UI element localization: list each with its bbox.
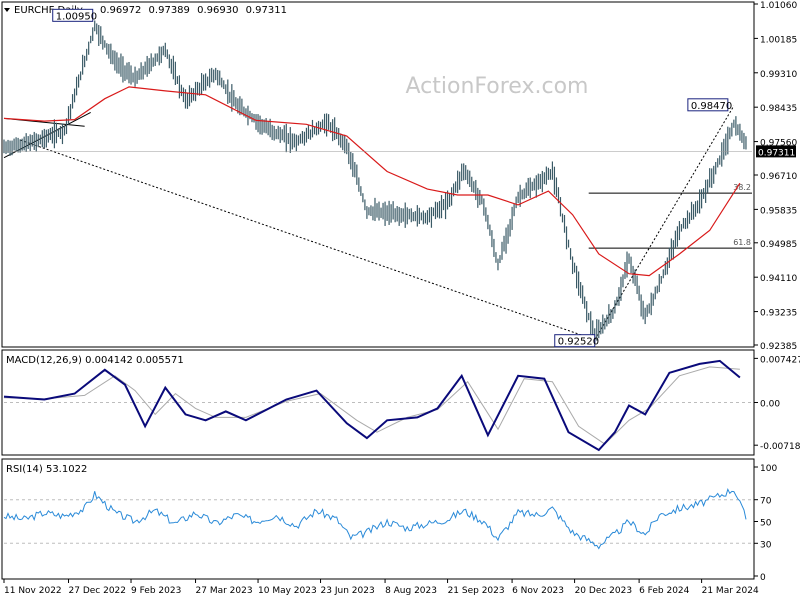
axis-layer: 1.01060 1.00185 0.99310 0.98435 0.97560 0.967…: [3, 1, 800, 596]
rsi-title: RSI(14) 53.1022: [6, 464, 87, 475]
macd-line: [3, 359, 741, 452]
macd-signal-line: [3, 366, 740, 445]
rsi-y-tick-label: 0: [760, 573, 766, 583]
price-y-tick-label: 0.94985: [760, 240, 797, 250]
price-y-tick-label: 1.00185: [760, 35, 797, 45]
ohlc-values: 0.96972 0.97389 0.96930 0.97311: [100, 5, 287, 16]
macd-title: MACD(12,26,9) 0.004142 0.005571: [6, 355, 184, 366]
ohlc-close: 0.97311: [246, 5, 287, 16]
collapse-triangle-icon[interactable]: [4, 8, 10, 12]
price-y-tick-label: 0.93235: [760, 309, 797, 319]
price-y-tick-label: 0.94110: [760, 274, 797, 284]
x-tick-label: 6 Feb 2024: [639, 586, 690, 596]
x-tick-label: 27 Dec 2022: [69, 586, 127, 596]
x-tick-label: 23 Jun 2023: [321, 586, 375, 596]
x-tick-label: 11 Nov 2022: [4, 586, 62, 596]
price-annotation-box: [52, 8, 94, 22]
rsi-panel-frame: [1, 458, 755, 580]
macd-layer: [3, 359, 752, 452]
price-annotation-label: 1.00950: [56, 11, 97, 22]
price-y-tick-label: 0.98435: [760, 104, 797, 114]
x-tick-label: 27 Mar 2023: [196, 586, 253, 596]
rsi-line: [3, 487, 747, 550]
ohlc-open: 0.96972: [100, 5, 141, 16]
price-y-tick-label: 0.95835: [760, 206, 797, 216]
x-tick-label: 9 Feb 2023: [131, 586, 181, 596]
x-tick-label: 10 May 2023: [258, 586, 317, 596]
ohlc-high: 0.97389: [149, 5, 190, 16]
symbol-label: EURCHF,Daily: [14, 5, 83, 16]
price-y-tick-label: 1.01060: [760, 1, 797, 11]
price-annotation-box: [687, 98, 729, 112]
fib-level-label: 61.8: [733, 238, 751, 247]
x-tick-label: 21 Sep 2023: [448, 586, 505, 596]
dotted-trendline-down: [19, 139, 595, 341]
dotted-trendline-up: [594, 105, 735, 340]
price-layer: 38.2 61.8 0.97311 1.00950 0.98470 0.92520: [3, 8, 796, 348]
x-tick-label: 6 Nov 2023: [512, 586, 564, 596]
rsi-layer: [3, 487, 752, 550]
price-y-tick-label: 0.97560: [760, 139, 797, 149]
watermark: ActionForex.com: [406, 74, 589, 99]
price-annotation-label: 0.92520: [558, 337, 599, 348]
rsi-y-tick-label: 70: [760, 497, 772, 507]
x-tick-label: 21 Mar 2024: [702, 586, 759, 596]
macd-y-tick-label: 0.007427: [760, 355, 800, 365]
ohlc-low: 0.96930: [197, 5, 238, 16]
chart-header: EURCHF,Daily 0.96972 0.97389 0.96930 0.9…: [4, 5, 287, 16]
moving-average-line: [3, 86, 741, 277]
fib-level-label: 38.2: [733, 183, 751, 192]
x-tick-label: 20 Dec 2023: [575, 586, 633, 596]
current-price-box: [756, 145, 796, 158]
price-panel-frame: [1, 1, 755, 348]
x-tick-label: 8 Aug 2023: [385, 586, 437, 596]
price-annotation-label: 0.98470: [691, 101, 732, 112]
current-price-label: 0.97311: [758, 148, 795, 158]
rsi-y-tick-label: 50: [760, 519, 772, 529]
price-bars: [3, 20, 747, 345]
macd-y-tick-label: -0.007186: [760, 442, 800, 452]
price-annotation-box: [554, 334, 596, 348]
price-y-tick-label: 0.99310: [760, 70, 797, 80]
price-y-tick-label: 0.96710: [760, 172, 797, 182]
macd-y-tick-label: 0.00: [760, 400, 780, 410]
rsi-y-tick-label: 30: [760, 540, 772, 550]
rsi-y-tick-label: 100: [760, 464, 777, 474]
price-y-tick-label: 0.92385: [760, 342, 797, 352]
